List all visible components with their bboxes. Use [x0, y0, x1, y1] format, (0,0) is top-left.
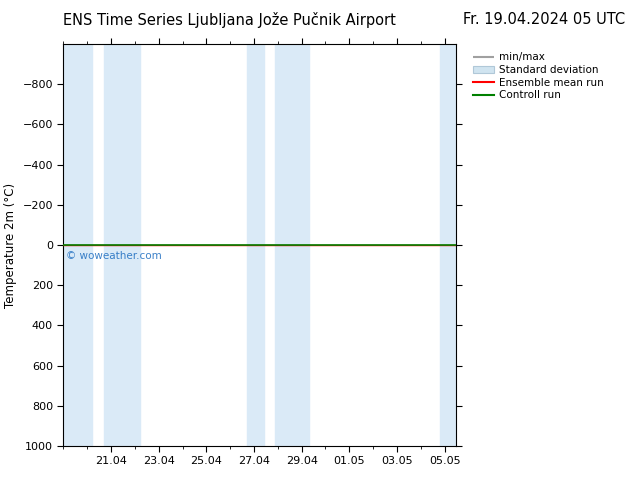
Bar — [275, 44, 309, 446]
Bar — [440, 44, 456, 446]
Legend: min/max, Standard deviation, Ensemble mean run, Controll run: min/max, Standard deviation, Ensemble me… — [470, 49, 607, 103]
Bar — [104, 44, 139, 446]
Bar — [63, 44, 92, 446]
Text: Fr. 19.04.2024 05 UTC: Fr. 19.04.2024 05 UTC — [463, 12, 625, 27]
Bar — [247, 44, 264, 446]
Text: © woweather.com: © woweather.com — [66, 251, 162, 261]
Y-axis label: Temperature 2m (°C): Temperature 2m (°C) — [4, 182, 17, 308]
Text: ENS Time Series Ljubljana Jože Pučnik Airport: ENS Time Series Ljubljana Jože Pučnik Ai… — [63, 12, 396, 28]
